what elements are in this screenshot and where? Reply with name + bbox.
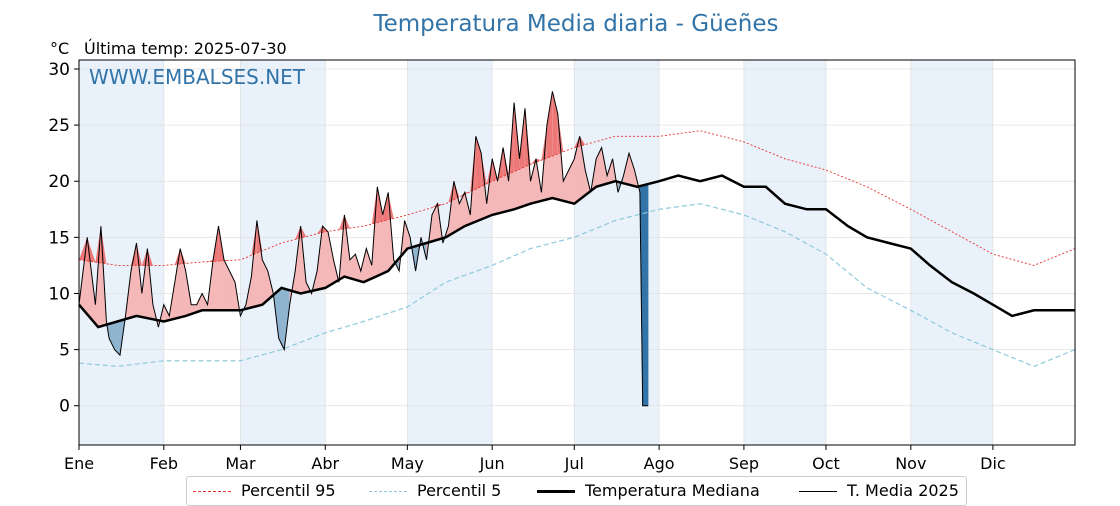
legend-label-p95: Percentil 95	[241, 481, 336, 500]
y-tick-label: 0	[59, 397, 70, 417]
legend-label-p5: Percentil 5	[417, 481, 502, 500]
y-tick-label: 25	[48, 116, 70, 136]
above-median-fill	[322, 225, 329, 289]
x-tick-label: Feb	[150, 454, 178, 473]
above-p95-fill	[486, 158, 493, 184]
above-p95-fill	[530, 158, 536, 165]
legend-swatch-median	[537, 490, 575, 493]
last-temp-label: Última temp: 2025-07-30	[84, 39, 287, 58]
y-unit-label: °C	[50, 39, 69, 58]
y-tick-label: 15	[48, 228, 70, 248]
above-p95-fill	[470, 136, 476, 192]
x-tick-label: Mar	[225, 454, 256, 473]
above-median-fill	[530, 158, 537, 204]
above-p95-fill	[317, 226, 323, 234]
above-p95-fill	[541, 125, 547, 161]
month-band	[743, 60, 826, 445]
x-tick-label: Jun	[479, 454, 505, 473]
x-tick-label: Dic	[980, 454, 1006, 473]
x-tick-label: Abr	[311, 454, 339, 473]
series-line-percentil-5	[78, 203, 1076, 368]
legend-swatch-p95	[193, 491, 231, 492]
above-p95-fill	[431, 203, 438, 208]
above-median-fill	[327, 231, 334, 287]
above-p95-fill	[174, 248, 181, 265]
drop-fill	[645, 183, 649, 406]
watermark: WWW.EMBALSES.NET	[89, 65, 306, 89]
y-tick-label: 10	[48, 284, 70, 304]
x-tick-label: Ene	[64, 454, 94, 473]
above-p95-fill	[552, 91, 558, 156]
month-band	[910, 60, 993, 445]
above-p95-fill	[371, 186, 378, 225]
plot-frame	[78, 59, 1076, 446]
y-tick-label: 5	[59, 341, 70, 361]
above-p95-fill	[557, 113, 564, 154]
x-tick-label: May	[391, 454, 424, 473]
x-tick-label: Ago	[644, 454, 675, 473]
legend-swatch-media2025	[799, 491, 837, 492]
legend-swatch-p5	[369, 491, 407, 492]
plot-area: 0 5 10 15 20 25 30 Ene Feb Mar Abr May Jun Jul Ago Sep O…	[48, 59, 1076, 473]
chart-title: Temperatura Media diaria - Güeñes	[372, 11, 778, 37]
drop-fill	[642, 184, 646, 406]
series-line-t-media-2025	[78, 91, 649, 407]
above-p95-fill	[251, 220, 257, 256]
legend: Percentil 95 Percentil 5 Temperatura Med…	[186, 476, 967, 506]
x-tick-label: Jul	[564, 454, 584, 473]
series-line-temperatura-mediana	[78, 174, 1075, 329]
x-tick-label: Sep	[729, 454, 759, 473]
legend-label-median: Temperatura Mediana	[585, 481, 760, 500]
above-p95-fill	[300, 226, 307, 239]
x-tick-label: Nov	[895, 454, 926, 473]
x-tick-label: Oct	[812, 454, 840, 473]
above-median-fill	[349, 253, 356, 281]
above-median-fill	[223, 259, 230, 311]
legend-label-media2025: T. Media 2025	[847, 481, 959, 500]
y-tick-label: 20	[48, 172, 70, 192]
y-tick-label: 30	[48, 60, 70, 80]
above-p95-fill	[448, 181, 454, 203]
above-p95-fill	[459, 192, 465, 198]
above-p95-fill	[574, 136, 580, 148]
above-p95-fill	[95, 226, 101, 264]
above-p95-fill	[130, 242, 137, 266]
series-line-percentil-95	[78, 130, 1076, 266]
month-band	[79, 60, 164, 445]
month-band	[407, 60, 493, 445]
above-median-fill	[366, 248, 373, 282]
above-p95-fill	[546, 91, 553, 159]
